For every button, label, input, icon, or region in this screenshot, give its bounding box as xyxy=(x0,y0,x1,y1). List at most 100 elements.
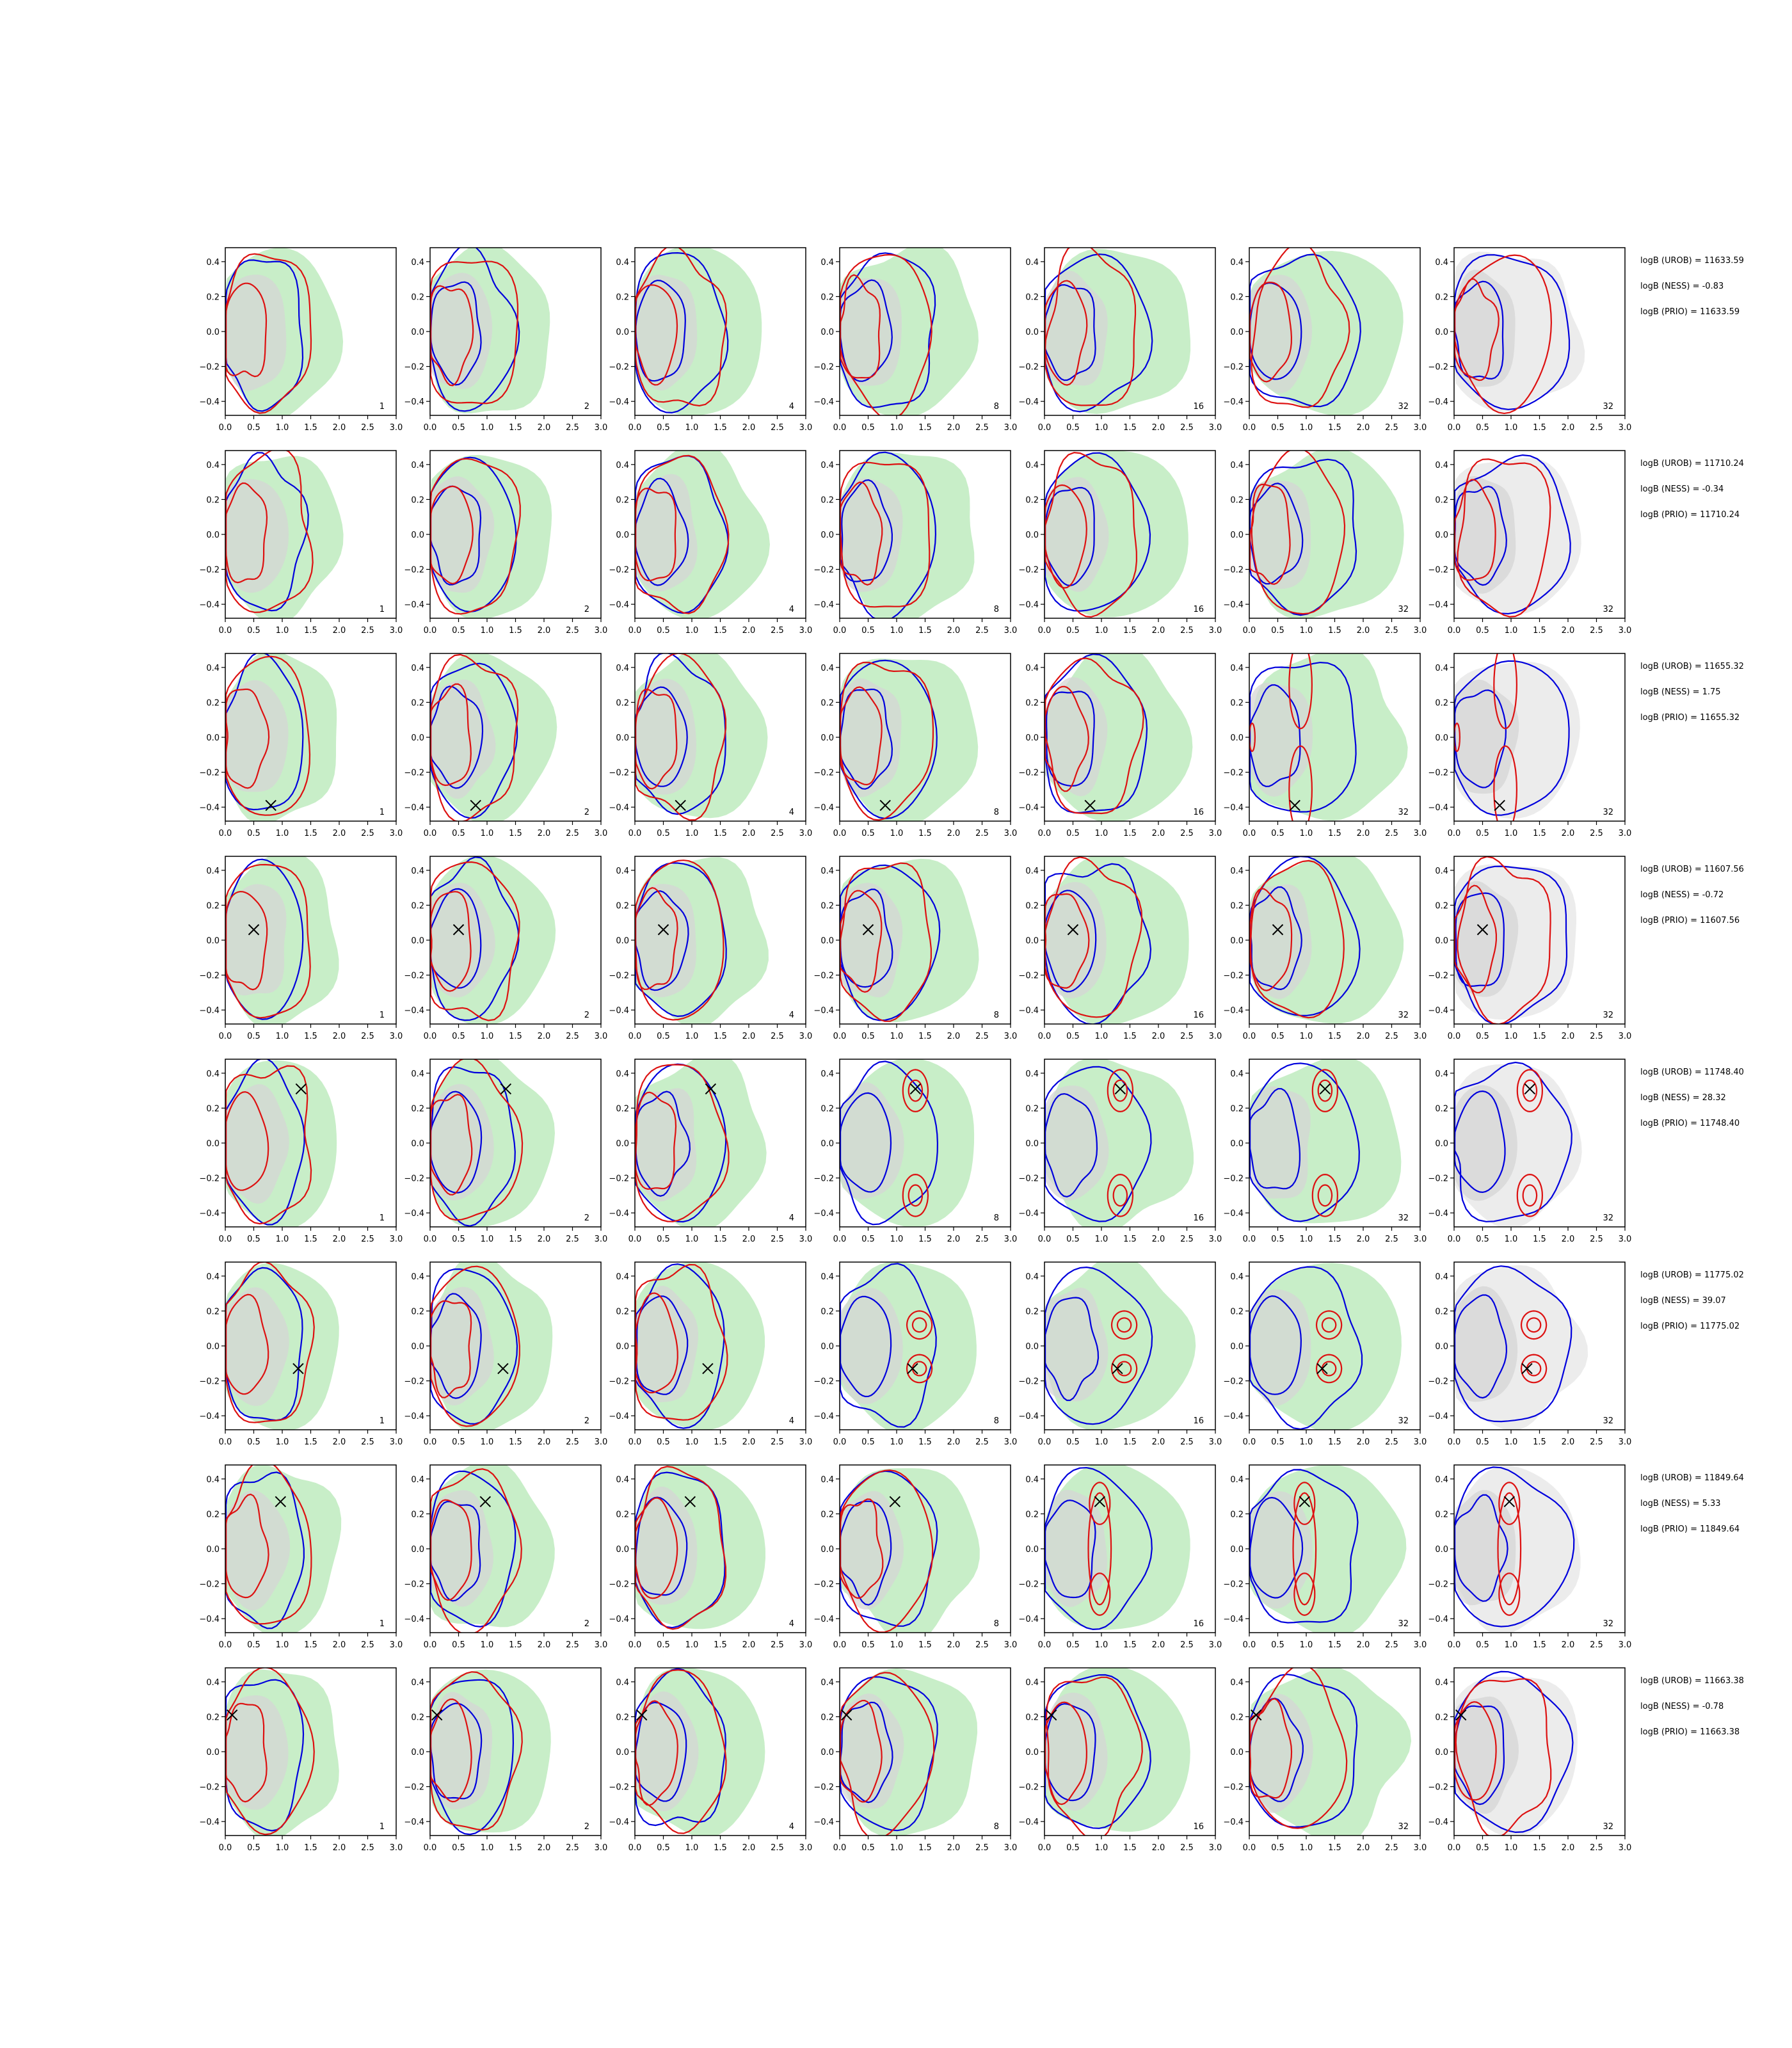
x-tick-label: 3.0 xyxy=(390,1437,403,1447)
component-count-label: 8 xyxy=(994,1822,999,1832)
y-tick-label: 0.0 xyxy=(1230,328,1244,337)
y-tick-label: −0.4 xyxy=(1428,1615,1448,1624)
x-tick-label: 0.0 xyxy=(833,1437,847,1447)
marker-x xyxy=(1250,1709,1262,1721)
component-count-label: 32 xyxy=(1398,1822,1409,1832)
y-tick-label: 0.0 xyxy=(820,1139,834,1149)
x-tick-label: 2.0 xyxy=(1152,626,1165,636)
y-tick-label: 0.0 xyxy=(1230,1748,1244,1757)
y-tick-label: −0.4 xyxy=(404,397,424,407)
y-tick-label: 0.0 xyxy=(1025,1545,1039,1555)
x-tick-label: 1.0 xyxy=(890,1843,904,1853)
x-tick-label: 1.0 xyxy=(1095,1843,1108,1853)
red-contour xyxy=(1311,1173,1339,1217)
contour-panel: 0.0 0.5 1.0 1.5 2.0 2.5 3.0 0.4 0.2 0.0 −0.2 −0.4 2 xyxy=(404,247,607,433)
density-region-inner xyxy=(1250,884,1312,999)
y-tick-label: 0.0 xyxy=(820,1748,834,1757)
x-tick-label: 0.5 xyxy=(861,1032,875,1041)
y-tick-label: 0.0 xyxy=(1435,733,1448,743)
red-contour xyxy=(1293,1572,1316,1616)
x-tick-label: 0.5 xyxy=(1066,1437,1080,1447)
logb-annotation: logB (NESS) = 5.33 xyxy=(1640,1499,1721,1508)
x-tick-label: 1.5 xyxy=(1123,1032,1137,1041)
logb-annotation: logB (UROB) = 11748.40 xyxy=(1640,1068,1744,1077)
density-region-inner xyxy=(431,883,495,998)
x-tick-label: 0.0 xyxy=(219,1640,232,1650)
y-tick-label: 0.0 xyxy=(616,1342,629,1352)
marker-x xyxy=(907,1363,918,1375)
contour-panel: 0.0 0.5 1.0 1.5 2.0 2.5 3.0 0.4 0.2 0.0 −0.2 −0.4 8 xyxy=(813,1261,1017,1447)
x-tick-label: 1.5 xyxy=(1328,1235,1341,1244)
x-tick-label: 3.0 xyxy=(1209,626,1222,636)
y-tick-label: 0.4 xyxy=(820,664,834,673)
y-tick-label: 0.4 xyxy=(616,258,629,268)
component-count-label: 4 xyxy=(789,402,794,412)
density-region-inner xyxy=(1455,1286,1518,1402)
x-tick-label: 2.0 xyxy=(1152,1032,1165,1041)
y-tick-label: −0.2 xyxy=(609,1377,629,1387)
y-tick-label: 0.2 xyxy=(1025,698,1039,708)
x-tick-label: 0.5 xyxy=(657,1235,670,1244)
x-tick-label: 3.0 xyxy=(390,1235,403,1244)
contour-panel: 0.0 0.5 1.0 1.5 2.0 2.5 3.0 0.4 0.2 0.0 −0.2 −0.4 1 xyxy=(199,1261,403,1447)
y-tick-label: −0.2 xyxy=(1428,972,1448,981)
x-tick-label: 0.5 xyxy=(657,829,670,838)
x-tick-label: 2.0 xyxy=(947,1235,961,1244)
y-tick-label: −0.2 xyxy=(1223,566,1244,575)
x-tick-label: 1.0 xyxy=(890,1032,904,1041)
y-tick-label: −0.2 xyxy=(1018,972,1039,981)
x-tick-label: 1.0 xyxy=(276,1843,289,1853)
x-tick-label: 1.5 xyxy=(509,423,522,433)
density-region-inner xyxy=(1455,881,1519,997)
marker-x xyxy=(479,1496,492,1508)
y-tick-label: 0.4 xyxy=(206,258,220,268)
x-tick-label: 1.0 xyxy=(1505,1437,1518,1447)
y-tick-label: 0.2 xyxy=(411,1307,424,1316)
y-tick-label: −0.2 xyxy=(404,1377,424,1387)
x-tick-label: 3.0 xyxy=(1619,829,1632,838)
x-tick-label: 1.5 xyxy=(1533,1843,1546,1853)
y-tick-label: −0.4 xyxy=(199,1412,220,1421)
x-tick-label: 1.5 xyxy=(714,1032,727,1041)
x-tick-label: 1.0 xyxy=(1095,1437,1108,1447)
y-tick-label: −0.2 xyxy=(1018,1377,1039,1387)
marker-x xyxy=(497,1363,509,1375)
contour-panel: 0.0 0.5 1.0 1.5 2.0 2.5 3.0 0.4 0.2 0.0 −0.2 −0.4 8 xyxy=(813,856,1017,1041)
y-tick-label: 0.0 xyxy=(616,1139,629,1149)
contour-panel: 0.0 0.5 1.0 1.5 2.0 2.5 3.0 0.4 0.2 0.0 −0.2 −0.4 32 xyxy=(1428,1059,1631,1244)
x-tick-label: 0.5 xyxy=(1476,1437,1489,1447)
x-tick-label: 3.0 xyxy=(1004,1032,1018,1041)
x-tick-label: 1.5 xyxy=(918,829,932,838)
x-tick-label: 1.0 xyxy=(1095,1640,1108,1650)
x-tick-label: 2.0 xyxy=(538,1032,551,1041)
x-tick-label: 2.5 xyxy=(361,1640,374,1650)
component-count-label: 4 xyxy=(789,605,794,614)
y-tick-label: −0.4 xyxy=(813,1006,834,1016)
y-tick-label: 0.2 xyxy=(206,901,220,911)
y-tick-label: 0.0 xyxy=(1025,328,1039,337)
x-tick-label: 2.5 xyxy=(975,626,989,636)
red-contour xyxy=(225,1293,269,1395)
x-tick-label: 1.5 xyxy=(1533,829,1546,838)
y-tick-label: 0.2 xyxy=(1435,1104,1448,1114)
y-tick-label: 0.0 xyxy=(1435,1139,1448,1149)
x-tick-label: 2.5 xyxy=(1180,1640,1194,1650)
x-tick-label: 0.5 xyxy=(861,1843,875,1853)
x-tick-label: 3.0 xyxy=(1414,829,1427,838)
red-contour xyxy=(225,282,268,378)
y-tick-label: −0.2 xyxy=(1428,1580,1448,1590)
contour-panel: 0.0 0.5 1.0 1.5 2.0 2.5 3.0 0.4 0.2 0.0 −0.2 −0.4 8 xyxy=(813,653,1017,838)
x-tick-label: 1.0 xyxy=(1300,1235,1313,1244)
y-tick-label: 0.0 xyxy=(1025,531,1039,540)
x-tick-label: 0.0 xyxy=(833,1640,847,1650)
x-tick-label: 0.0 xyxy=(219,829,232,838)
x-tick-label: 3.0 xyxy=(1209,423,1222,433)
y-tick-label: −0.4 xyxy=(1018,1006,1039,1016)
x-tick-label: 1.0 xyxy=(481,829,494,838)
red-contour xyxy=(1315,1310,1343,1340)
y-tick-label: 0.2 xyxy=(1025,901,1039,911)
contour-panel: 0.0 0.5 1.0 1.5 2.0 2.5 3.0 0.4 0.2 0.0 −0.2 −0.4 8 xyxy=(813,1059,1017,1244)
x-tick-label: 3.0 xyxy=(1414,1235,1427,1244)
component-count-label: 32 xyxy=(1398,605,1409,614)
y-tick-label: 0.4 xyxy=(820,258,834,268)
